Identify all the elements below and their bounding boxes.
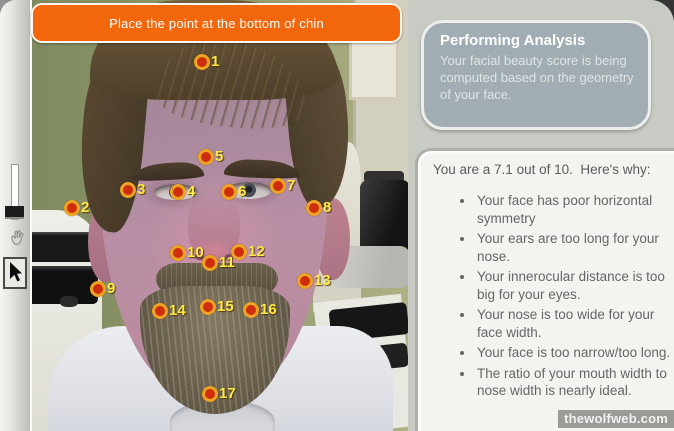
- result-bullet: Your ears are too long for your nose.: [475, 230, 674, 265]
- point-number: 8: [323, 199, 332, 216]
- toolbar: [0, 0, 32, 431]
- point-marker-icon[interactable]: [194, 54, 210, 70]
- analysis-body: Your facial beauty score is being comput…: [440, 53, 634, 103]
- instruction-text: Place the point at the bottom of chin: [109, 15, 324, 31]
- face-points-layer: 1 2 3 4 5 6 7 8 9 10 11 12 13 14 15 16 17: [30, 0, 408, 431]
- point-number: 12: [248, 243, 265, 260]
- results-heading: You are a 7.1 out of 10. Here's why:: [433, 162, 651, 177]
- point-number: 17: [219, 385, 236, 402]
- arrow-cursor-icon: [10, 262, 22, 282]
- point-marker-icon[interactable]: [198, 149, 214, 165]
- point-number: 7: [287, 177, 296, 194]
- analysis-panel: Performing Analysis Your facial beauty s…: [421, 20, 651, 130]
- results-panel: You are a 7.1 out of 10. Here's why: You…: [415, 148, 674, 431]
- point-marker-icon[interactable]: [170, 245, 186, 261]
- point-marker-icon[interactable]: [297, 273, 313, 289]
- eye-right: [226, 182, 272, 199]
- point-number: 3: [137, 181, 146, 198]
- face-photo[interactable]: 1 2 3 4 5 6 7 8 9 10 11 12 13 14 15 16 17: [30, 0, 408, 431]
- point-marker-icon[interactable]: [170, 184, 186, 200]
- zoom-slider-handle[interactable]: [5, 206, 24, 219]
- point-marker-icon[interactable]: [221, 184, 237, 200]
- point-number: 15: [217, 298, 234, 315]
- point-number: 14: [169, 302, 186, 319]
- stove-knob: [60, 296, 78, 307]
- point-number: 11: [219, 254, 235, 271]
- point-marker-icon[interactable]: [200, 299, 216, 315]
- point-number: 9: [107, 280, 116, 297]
- point-marker-icon[interactable]: [231, 244, 247, 260]
- point-marker-icon[interactable]: [152, 303, 168, 319]
- iris-right: [242, 183, 256, 197]
- point-marker-icon[interactable]: [120, 182, 136, 198]
- point-marker-icon[interactable]: [202, 255, 218, 271]
- watermark: thewolfweb.com: [558, 410, 674, 428]
- point-number: 6: [238, 183, 247, 200]
- point-number: 5: [215, 148, 224, 165]
- point-marker-icon[interactable]: [64, 200, 80, 216]
- result-bullet: Your face is too narrow/too long.: [475, 344, 674, 362]
- result-bullet: Your nose is too wide for your face widt…: [475, 306, 674, 341]
- result-bullet: The ratio of your mouth width to nose wi…: [475, 365, 674, 400]
- analysis-title: Performing Analysis: [440, 32, 586, 49]
- point-number: 10: [187, 244, 204, 261]
- point-number: 13: [314, 272, 331, 289]
- point-marker-icon[interactable]: [202, 386, 218, 402]
- result-bullet: Your innerocular distance is too big for…: [475, 268, 674, 303]
- instruction-banner: Place the point at the bottom of chin: [31, 3, 402, 43]
- point-marker-icon[interactable]: [243, 302, 259, 318]
- right-panel: Performing Analysis Your facial beauty s…: [408, 0, 674, 431]
- hand-tool-icon[interactable]: [6, 227, 28, 253]
- arrow-tool-button[interactable]: [3, 257, 27, 289]
- point-marker-icon[interactable]: [270, 178, 286, 194]
- point-number: 4: [187, 183, 196, 200]
- point-marker-icon[interactable]: [306, 200, 322, 216]
- point-number: 16: [260, 301, 277, 318]
- zoom-slider-track[interactable]: [11, 164, 19, 220]
- point-marker-icon[interactable]: [90, 281, 106, 297]
- point-number: 2: [81, 199, 90, 216]
- results-bullet-list: Your face has poor horizontal symmetryYo…: [433, 192, 674, 400]
- stove-burner-grate: [30, 232, 96, 262]
- result-bullet: Your face has poor horizontal symmetry: [475, 192, 674, 227]
- point-number: 1: [211, 53, 220, 70]
